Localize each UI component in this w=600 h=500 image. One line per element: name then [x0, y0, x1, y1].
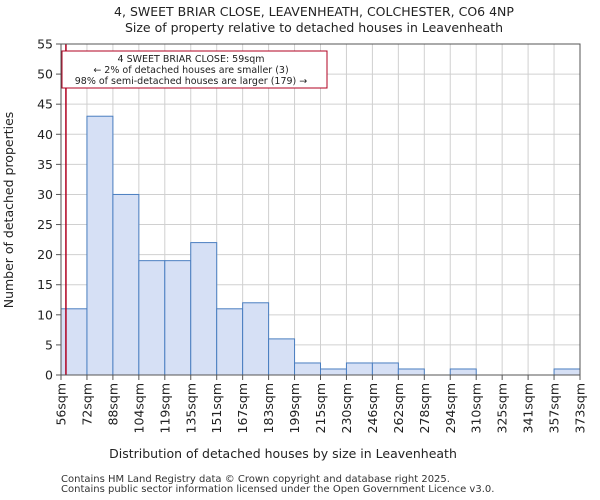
- y-axis-label: Number of detached properties: [1, 112, 16, 309]
- footer-line-2: Contains public sector information licen…: [61, 484, 495, 495]
- bar: [371, 362, 399, 376]
- x-tick-label: 167sqm: [235, 383, 250, 433]
- x-tick-label: 230sqm: [339, 383, 354, 433]
- y-tick-label: 55: [37, 37, 53, 52]
- bar: [216, 308, 244, 376]
- y-tick-label: 0: [45, 368, 53, 383]
- bar: [242, 302, 270, 376]
- x-tick-label: 135sqm: [183, 383, 198, 433]
- bar: [60, 308, 88, 376]
- bar: [553, 368, 581, 376]
- bar: [345, 362, 373, 376]
- x-tick-label: 72sqm: [79, 383, 94, 426]
- y-tick-label: 25: [37, 217, 53, 232]
- x-tick-label: 294sqm: [443, 383, 458, 433]
- bar: [294, 362, 321, 376]
- bars: [60, 115, 581, 376]
- y-tick-label: 10: [37, 307, 53, 322]
- bar: [190, 242, 218, 376]
- y-tick-label: 40: [37, 127, 53, 142]
- x-tick-label: 215sqm: [313, 383, 328, 433]
- y-tick-label: 45: [37, 97, 53, 112]
- bar: [112, 193, 140, 376]
- y-tick-label: 35: [37, 157, 53, 172]
- x-tick-label: 119sqm: [157, 383, 172, 433]
- x-tick-label: 88sqm: [105, 383, 120, 426]
- y-tick-label: 20: [37, 247, 53, 262]
- x-tick-label: 373sqm: [573, 383, 588, 433]
- bar: [397, 368, 425, 376]
- x-tick-label: 262sqm: [391, 383, 406, 433]
- bar: [138, 260, 166, 376]
- y-tick-label: 5: [45, 337, 53, 352]
- x-ticks: 56sqm 72sqm 88sqm 104sqm 119sqm 135sqm 151sqm 1…: [54, 375, 588, 433]
- bar: [164, 260, 192, 376]
- y-tick-label: 30: [37, 187, 53, 202]
- y-ticks: 0 5 10 15 20 25 30 35 40 45 50 55: [37, 37, 61, 383]
- x-tick-label: 278sqm: [417, 383, 432, 433]
- x-tick-label: 56sqm: [54, 383, 69, 426]
- axes-frame: [60, 43, 581, 376]
- annotation-line-3: 98% of semi-detached houses are larger (…: [75, 76, 308, 87]
- x-tick-label: 104sqm: [131, 383, 146, 433]
- x-tick-label: 357sqm: [547, 383, 562, 433]
- x-tick-label: 325sqm: [495, 383, 510, 433]
- bar: [86, 115, 114, 376]
- chart-title: 4, SWEET BRIAR CLOSE, LEAVENHEATH, COLCH…: [114, 4, 514, 19]
- x-tick-label: 341sqm: [521, 383, 536, 433]
- annotation-line-2: ← 2% of detached houses are smaller (3): [93, 65, 288, 76]
- y-tick-label: 50: [37, 67, 53, 82]
- y-tick-label: 15: [37, 277, 53, 292]
- x-tick-label: 199sqm: [287, 383, 302, 433]
- x-tick-label: 246sqm: [365, 383, 380, 433]
- annotation-box: 4 SWEET BRIAR CLOSE: 59sqm ← 2% of detac…: [61, 50, 328, 89]
- x-tick-label: 310sqm: [469, 383, 484, 433]
- annotation-border: [61, 50, 328, 89]
- x-axis-label: Distribution of detached houses by size …: [109, 446, 457, 461]
- bar: [320, 368, 347, 376]
- footer-line-1: Contains HM Land Registry data © Crown c…: [61, 474, 450, 485]
- bar: [268, 338, 296, 376]
- x-tick-label: 183sqm: [261, 383, 276, 433]
- annotation-line-1: 4 SWEET BRIAR CLOSE: 59sqm: [118, 54, 265, 65]
- chart-subtitle: Size of property relative to detached ho…: [125, 20, 503, 35]
- bar: [449, 368, 477, 376]
- x-tick-label: 151sqm: [209, 383, 224, 433]
